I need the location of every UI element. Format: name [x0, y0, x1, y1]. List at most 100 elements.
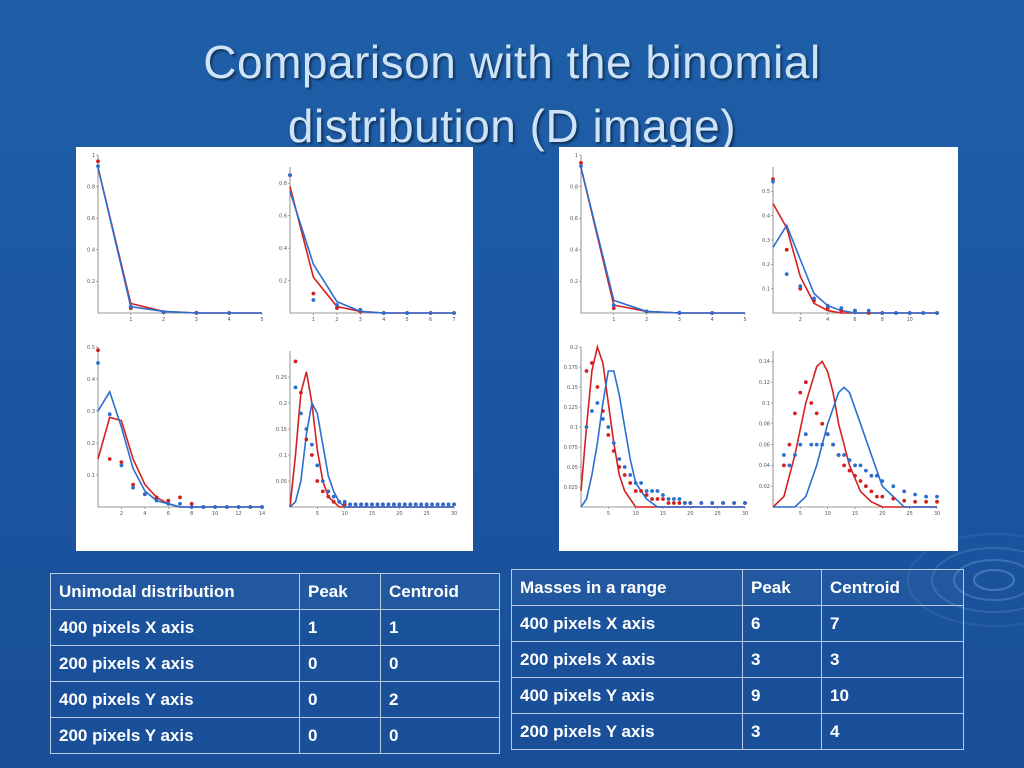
x-tick-label: 25 [714, 511, 720, 517]
column-header: Masses in a range [511, 569, 743, 606]
red-data-point [869, 489, 874, 494]
red-data-point [178, 495, 182, 500]
right-plot-bottom-right: 5 10 15 20 25 30 0.02 0.04 0.06 0.08 0.1 0.12 0.14 [759, 347, 941, 517]
blue-data-point [666, 497, 671, 501]
fit-curve [289, 191, 454, 314]
red-data-point [96, 348, 100, 353]
x-tick-label: 5 [607, 511, 610, 517]
plot-axes [289, 167, 454, 314]
y-tick-label: 0.8 [570, 184, 578, 190]
plot-axes [772, 351, 937, 508]
y-tick-label: 0.2 [87, 279, 95, 285]
blue-data-point [584, 425, 589, 429]
plot-svg: 1 2 3 4 5 6 7 0.2 0.4 0.6 0.8 [279, 167, 456, 323]
red-data-point [611, 306, 616, 311]
red-data-point [814, 411, 819, 416]
blue-data-point [839, 306, 844, 310]
y-tick-label: 0.15 [567, 385, 578, 391]
red-data-point [107, 457, 112, 461]
blue-data-point [579, 164, 583, 168]
blue-data-point [894, 311, 898, 315]
blue-data-point [402, 502, 407, 507]
unimodal-table: Unimodal distribution Peak Centroid 400 … [50, 573, 500, 754]
right-plot-top-right: 2 4 6 8 10 0.1 0.2 0.3 0.4 0.5 [759, 163, 941, 323]
x-tick-label: 6 [429, 317, 432, 323]
red-data-point [96, 159, 100, 164]
x-tick-label: 20 [396, 511, 402, 517]
x-tick-label: 2 [120, 511, 123, 517]
red-data-point [299, 390, 303, 395]
row-label: 400 pixels Y axis [511, 677, 743, 714]
model-curve [289, 371, 454, 508]
centroid-cell: 4 [821, 713, 964, 750]
blue-data-point [161, 310, 166, 315]
blue-data-point [875, 473, 879, 478]
blue-data-point [419, 502, 424, 507]
right-plot-top-left: 1 2 3 4 5 0.2 0.4 0.6 0.8 1 [567, 151, 749, 323]
y-tick-label: 0.2 [87, 441, 95, 447]
y-tick-label: 0.175 [564, 365, 578, 371]
blue-data-point [611, 303, 616, 307]
model-curve [772, 203, 937, 314]
red-data-point [650, 497, 654, 501]
blue-data-point [836, 453, 841, 457]
table-row: 200 pixels X axis 0 0 [50, 645, 500, 682]
x-tick-label: 4 [382, 317, 385, 323]
red-data-point [595, 385, 600, 389]
blue-data-point [342, 499, 347, 504]
table-row: 400 pixels X axis 6 7 [511, 605, 964, 642]
table-header-row: Unimodal distribution Peak Centroid [50, 573, 500, 610]
blue-data-point [315, 463, 320, 468]
red-data-point [787, 442, 792, 447]
blue-data-point [814, 442, 819, 447]
red-data-point [902, 498, 907, 503]
red-data-point [842, 463, 846, 468]
blue-data-point [441, 502, 445, 507]
peak-cell: 0 [299, 717, 381, 754]
red-data-point [847, 468, 852, 473]
blue-data-point [743, 501, 747, 505]
x-tick-label: 15 [852, 511, 858, 517]
blue-data-point [677, 497, 682, 501]
column-header: Unimodal distribution [50, 573, 300, 610]
blue-data-point [935, 311, 939, 315]
x-tick-label: 1 [129, 317, 132, 323]
red-data-point [622, 473, 627, 477]
blue-data-point [644, 489, 649, 493]
blue-data-point [326, 489, 331, 494]
blue-data-point [639, 481, 643, 485]
blue-data-point [633, 481, 638, 485]
plot-axes [580, 155, 745, 314]
blue-data-point [310, 442, 314, 447]
blue-data-point [798, 284, 803, 289]
red-data-point [154, 495, 159, 500]
fit-curve [773, 386, 937, 508]
blue-data-point [225, 505, 229, 509]
centroid-cell: 3 [821, 641, 964, 678]
blue-data-point [288, 173, 292, 177]
fit-curve [97, 389, 262, 508]
blue-data-point [430, 502, 434, 507]
x-tick-label: 10 [212, 511, 218, 517]
y-tick-label: 0.05 [567, 465, 578, 471]
blue-data-point [348, 502, 352, 507]
red-data-point [672, 501, 676, 505]
masses-table: Masses in a range Peak Centroid 400 pixe… [511, 569, 964, 750]
blue-data-point [699, 501, 704, 505]
red-data-point [677, 501, 682, 505]
column-header: Peak [742, 569, 822, 606]
y-tick-label: 0.5 [87, 345, 95, 351]
blue-data-point [227, 311, 232, 315]
blue-data-point [335, 303, 339, 307]
model-curve [772, 360, 937, 508]
plot-axes [97, 155, 262, 314]
peak-cell: 0 [299, 645, 381, 682]
y-tick-label: 0.2 [762, 262, 770, 268]
table-row: 200 pixels Y axis 3 4 [511, 713, 964, 750]
plot-svg: 1 2 3 4 5 0.2 0.4 0.6 0.8 1 [570, 153, 747, 323]
blue-data-point [677, 310, 682, 315]
blue-data-point [381, 311, 386, 315]
blue-data-point [655, 489, 660, 493]
red-data-point [864, 484, 868, 489]
column-header: Peak [299, 573, 381, 610]
